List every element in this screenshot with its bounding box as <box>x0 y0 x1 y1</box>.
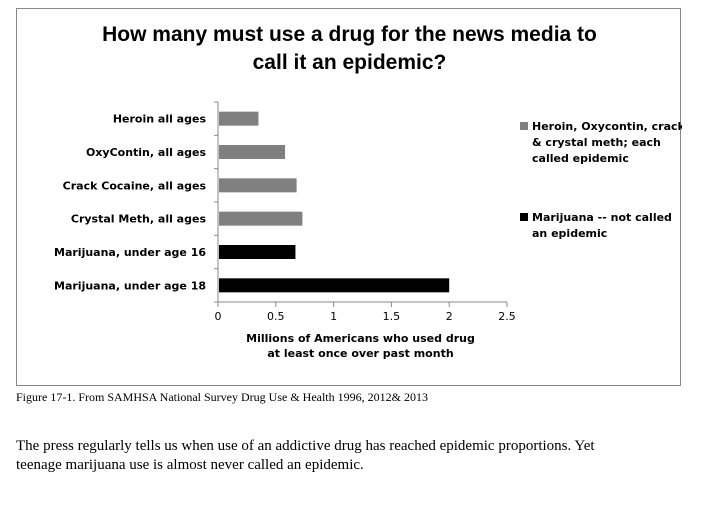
x-tick-label: 0 <box>215 310 222 323</box>
body-line-2: teenage marijuana use is almost never ca… <box>16 457 364 473</box>
figure-caption: Figure 17-1. From SAMHSA National Survey… <box>16 390 428 404</box>
category-label: Marijuana, under age 18 <box>54 279 206 292</box>
bar-chart: 0 0.5 1 1.5 2 2.5 Heroin all ages OxyContin, al… <box>54 101 682 360</box>
category-label: Marijuana, under age 16 <box>54 246 206 259</box>
bar <box>219 111 259 126</box>
x-tick-label: 2 <box>446 310 453 323</box>
category-label: Heroin all ages <box>113 113 207 126</box>
x-tick-label: 2.5 <box>498 310 516 323</box>
bar <box>219 145 286 159</box>
legend-label: Marijuana -- not called <box>532 211 672 224</box>
bar <box>219 278 450 293</box>
category-label: Crystal Meth, all ages <box>71 213 207 226</box>
legend-swatch <box>520 213 528 221</box>
category-label: Crack Cocaine, all ages <box>63 179 207 192</box>
chart-title: How many must use a drug for the news me… <box>17 21 682 77</box>
bar <box>219 211 303 226</box>
bar <box>219 178 297 193</box>
bar <box>219 245 296 259</box>
x-tick-label: 1 <box>330 310 337 323</box>
legend-label: called epidemic <box>532 152 629 165</box>
chart-title-line-2: call it an epidemic? <box>252 51 447 74</box>
chart-title-line-1: How many must use a drug for the news me… <box>102 23 597 46</box>
legend-label: an epidemic <box>532 227 607 240</box>
legend-label: Heroin, Oxycontin, crack <box>532 120 682 133</box>
x-axis-label: at least once over past month <box>267 347 453 360</box>
body-line-1: The press regularly tells us when use of… <box>16 438 595 454</box>
legend-label: & crystal meth; each <box>532 136 661 149</box>
chart-frame: How many must use a drug for the news me… <box>16 8 682 386</box>
x-tick-label: 0.5 <box>267 310 285 323</box>
body-paragraph: The press regularly tells us when use of… <box>16 437 696 475</box>
x-axis-label: Millions of Americans who used drug <box>246 332 475 345</box>
x-tick-label: 1.5 <box>383 310 401 323</box>
legend-swatch <box>520 122 528 130</box>
category-label: OxyContin, all ages <box>86 146 206 159</box>
